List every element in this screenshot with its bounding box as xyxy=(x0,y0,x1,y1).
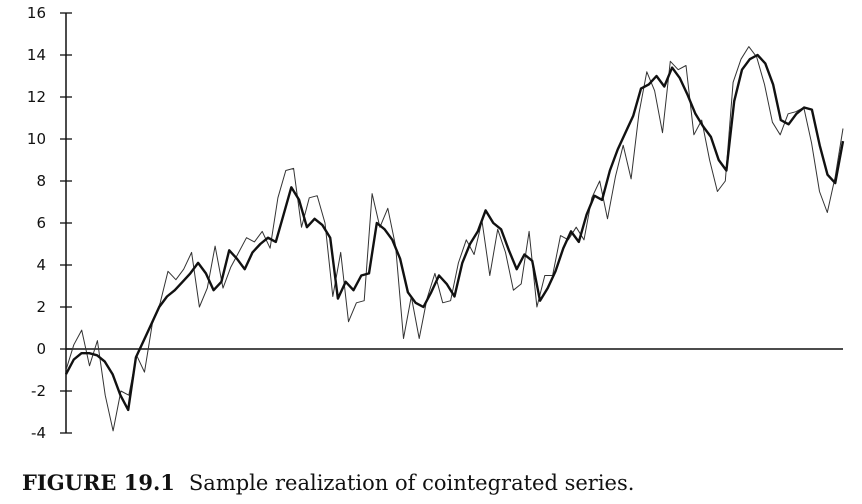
series-lines xyxy=(64,46,845,432)
y-tick-label: 4 xyxy=(36,256,46,274)
y-tick-label: 8 xyxy=(36,172,46,190)
y-tick-labels: -4 -2 0 2 4 6 8 10 12 14 16 xyxy=(27,4,46,442)
figure-number: FIGURE 19.1 xyxy=(22,470,175,495)
y-axis xyxy=(60,12,72,434)
figure-caption: FIGURE 19.1 Sample realization of cointeg… xyxy=(22,470,634,495)
series-line-thin xyxy=(65,46,844,432)
y-tick-label: 12 xyxy=(27,88,46,106)
y-tick-label: -4 xyxy=(31,424,46,442)
y-tick-label: -2 xyxy=(31,382,46,400)
y-tick-label: 0 xyxy=(36,340,46,358)
y-tick-label: 10 xyxy=(27,130,46,148)
y-tick-label: 2 xyxy=(36,298,46,316)
y-tick-label: 14 xyxy=(27,46,46,64)
series-line-thick xyxy=(64,53,845,412)
y-tick-label: 16 xyxy=(27,4,46,22)
figure-caption-text: Sample realization of cointegrated serie… xyxy=(188,471,635,495)
y-tick-label: 6 xyxy=(36,214,46,232)
